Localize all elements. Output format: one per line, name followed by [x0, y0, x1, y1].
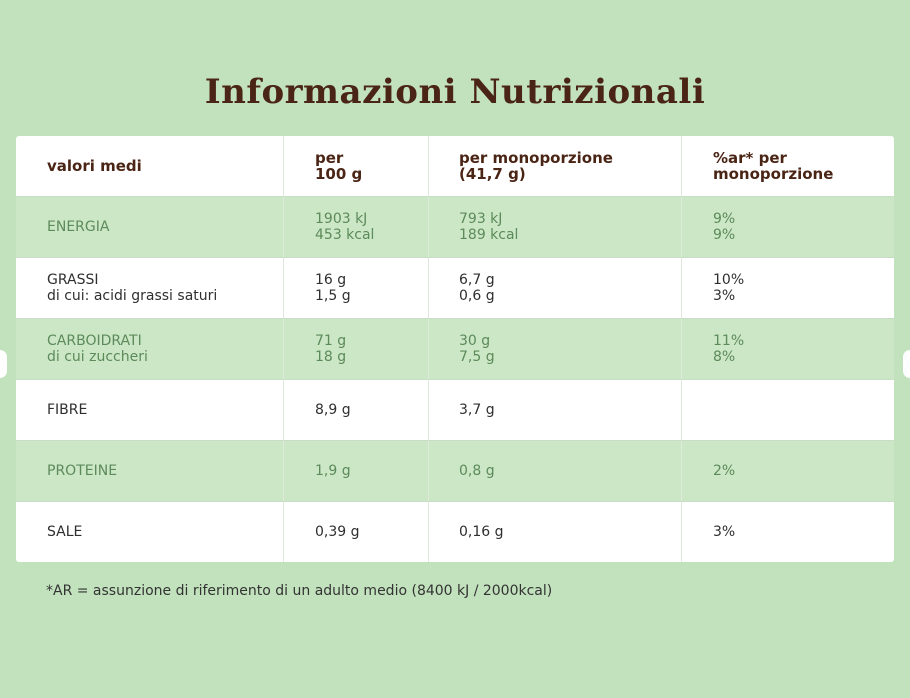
header-cell-per100: per 100 g	[284, 136, 429, 196]
value: 7,5 g	[459, 349, 495, 365]
value: 10%	[713, 272, 745, 288]
value: 189 kcal	[459, 227, 519, 243]
value: 8,9 g	[315, 402, 351, 418]
header-cell-portion: per monoporzione (41,7 g)	[429, 136, 682, 196]
nutrient-label: CARBOIDRATI	[47, 333, 142, 349]
header-label: %ar* per	[713, 149, 787, 167]
table-header-row: valori medi per 100 g per monoporzione (…	[16, 136, 894, 197]
ar-cell	[682, 380, 894, 440]
page-title: Informazioni Nutrizionali	[204, 72, 706, 112]
header-cell-ar: %ar* per monoporzione	[682, 136, 894, 196]
portion-cell: 0,8 g	[429, 441, 682, 501]
portion-cell: 0,16 g	[429, 502, 682, 562]
header-label: (41,7 g)	[459, 165, 526, 183]
value: 18 g	[315, 349, 347, 365]
table-row: PROTEINE 1,9 g 0,8 g 2%	[16, 441, 894, 502]
value: 453 kcal	[315, 227, 375, 243]
nutrient-label: FIBRE	[47, 402, 88, 418]
value: 2%	[713, 463, 736, 479]
value: 3%	[713, 524, 736, 540]
header-label: per	[315, 149, 344, 167]
nutrient-label: GRASSI	[47, 272, 99, 288]
nutrient-cell: SALE	[16, 502, 284, 562]
header-cell-valori: valori medi	[16, 136, 284, 196]
value: 3%	[713, 288, 736, 304]
value: 16 g	[315, 272, 347, 288]
carousel-next-button[interactable]	[903, 350, 910, 378]
table-row: CARBOIDRATI di cui zuccheri 71 g 18 g 30…	[16, 319, 894, 380]
value: 0,8 g	[459, 463, 495, 479]
value: 1903 kJ	[315, 211, 368, 227]
per100-cell: 71 g 18 g	[284, 319, 429, 379]
table-row: SALE 0,39 g 0,16 g 3%	[16, 502, 894, 562]
nutrient-cell: CARBOIDRATI di cui zuccheri	[16, 319, 284, 379]
value: 11%	[713, 333, 745, 349]
table-row: GRASSI di cui: acidi grassi saturi 16 g …	[16, 258, 894, 319]
header-label: per monoporzione	[459, 149, 613, 167]
nutrient-cell: ENERGIA	[16, 197, 284, 257]
table-row: ENERGIA 1903 kJ 453 kcal 793 kJ 189 kcal…	[16, 197, 894, 258]
nutrient-label: SALE	[47, 524, 83, 540]
value: 9%	[713, 227, 736, 243]
nutrient-sublabel: di cui: acidi grassi saturi	[47, 288, 218, 304]
value: 71 g	[315, 333, 347, 349]
nutrient-label: PROTEINE	[47, 463, 118, 479]
footnote: *AR = assunzione di riferimento di un ad…	[46, 583, 553, 599]
nutrition-table: valori medi per 100 g per monoporzione (…	[16, 136, 894, 562]
nutrient-label: ENERGIA	[47, 219, 110, 235]
per100-cell: 1,9 g	[284, 441, 429, 501]
portion-cell: 30 g 7,5 g	[429, 319, 682, 379]
header-label: 100 g	[315, 165, 363, 183]
value: 3,7 g	[459, 402, 495, 418]
ar-cell: 3%	[682, 502, 894, 562]
nutrient-cell: FIBRE	[16, 380, 284, 440]
nutrient-cell: PROTEINE	[16, 441, 284, 501]
table-row: FIBRE 8,9 g 3,7 g	[16, 380, 894, 441]
per100-cell: 1903 kJ 453 kcal	[284, 197, 429, 257]
value: 6,7 g	[459, 272, 495, 288]
value: 793 kJ	[459, 211, 503, 227]
per100-cell: 8,9 g	[284, 380, 429, 440]
per100-cell: 0,39 g	[284, 502, 429, 562]
value: 9%	[713, 211, 736, 227]
value: 1,9 g	[315, 463, 351, 479]
portion-cell: 793 kJ 189 kcal	[429, 197, 682, 257]
header-label: monoporzione	[713, 165, 834, 183]
value: 0,6 g	[459, 288, 495, 304]
value: 30 g	[459, 333, 491, 349]
per100-cell: 16 g 1,5 g	[284, 258, 429, 318]
ar-cell: 2%	[682, 441, 894, 501]
header-label: valori medi	[47, 157, 142, 175]
value: 8%	[713, 349, 736, 365]
portion-cell: 6,7 g 0,6 g	[429, 258, 682, 318]
ar-cell: 11% 8%	[682, 319, 894, 379]
ar-cell: 10% 3%	[682, 258, 894, 318]
value: 0,16 g	[459, 524, 504, 540]
carousel-prev-button[interactable]	[0, 350, 7, 378]
value: 0,39 g	[315, 524, 360, 540]
portion-cell: 3,7 g	[429, 380, 682, 440]
value: 1,5 g	[315, 288, 351, 304]
ar-cell: 9% 9%	[682, 197, 894, 257]
nutrient-sublabel: di cui zuccheri	[47, 349, 148, 365]
nutrient-cell: GRASSI di cui: acidi grassi saturi	[16, 258, 284, 318]
